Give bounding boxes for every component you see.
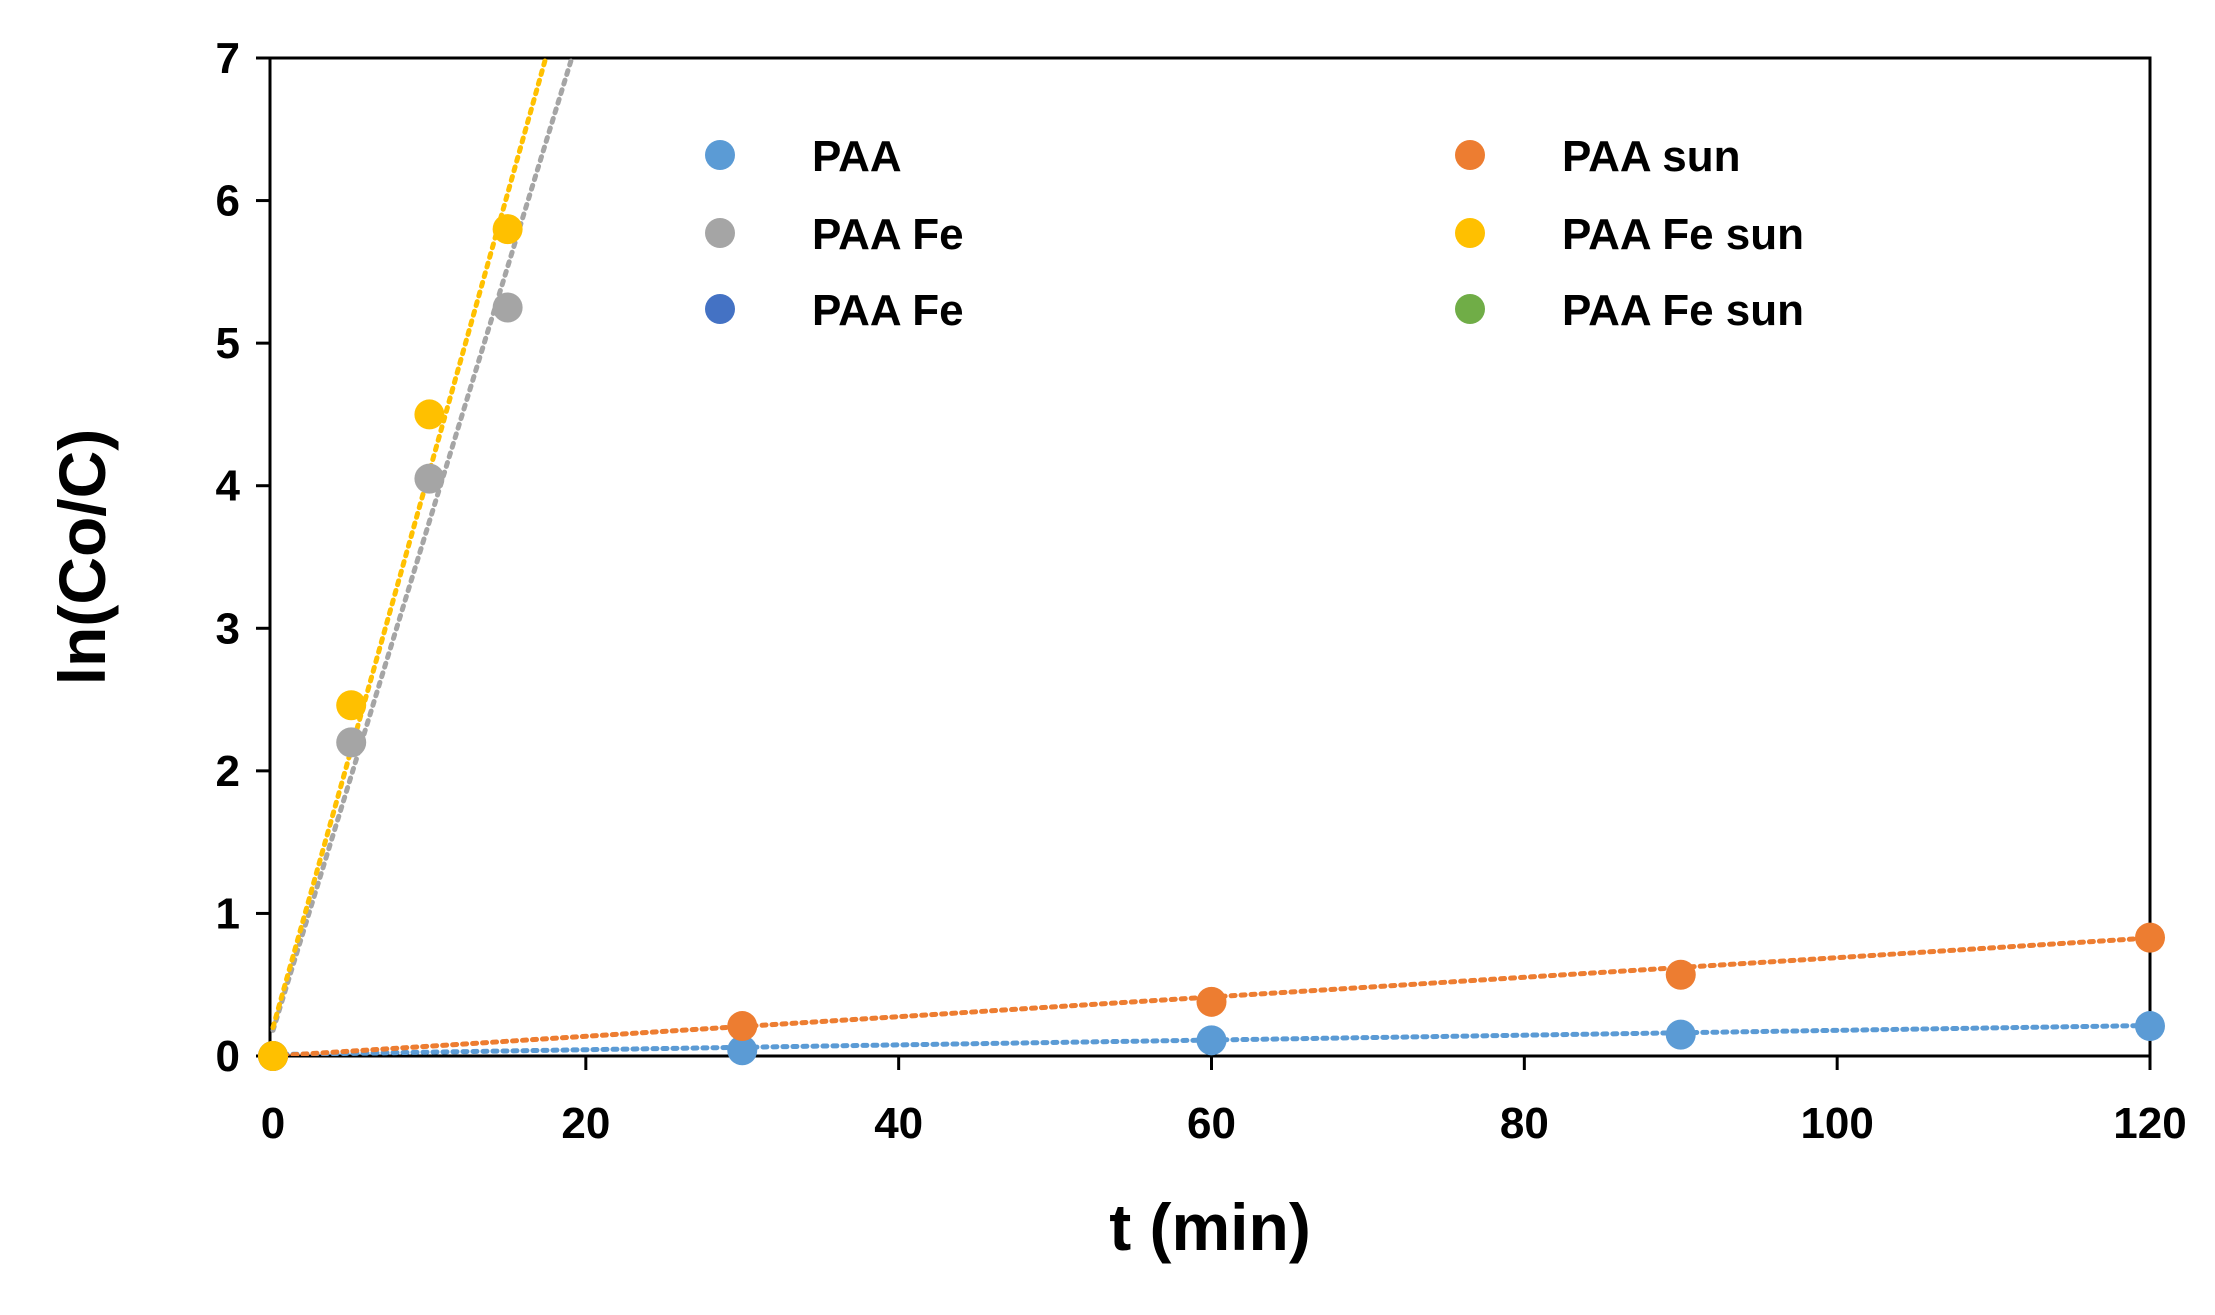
legend: PAA PAA sun PAA Fe PAA Fe sun PAA Fe PAA Fe s… [705, 132, 1804, 335]
data-point-paa [1196, 1025, 1227, 1056]
y-tick-label: 4 [216, 462, 241, 511]
trendline-paa-fe-sun [270, 58, 549, 1030]
data-point-paa [727, 1035, 758, 1066]
x-tick-label: 0 [261, 1099, 285, 1148]
x-tick-label: 40 [874, 1099, 923, 1148]
y-tick-label: 7 [216, 34, 240, 83]
y-tick-label: 1 [216, 889, 240, 938]
data-point-paa [2135, 1011, 2165, 1042]
x-tick-label: 60 [1187, 1099, 1236, 1148]
data-point-paa-fe-sun [414, 399, 445, 430]
data-point-paa-sun [1665, 959, 1696, 990]
data-point-paa-fe-sun [336, 690, 367, 721]
data-point-paa [1665, 1019, 1696, 1050]
legend-marker [705, 218, 735, 248]
legend-label: PAA Fe [812, 286, 964, 335]
data-point-paa-fe-sun [492, 214, 523, 245]
legend-label: PAA sun [1562, 132, 1740, 181]
data-points [258, 214, 2165, 1071]
data-point-paa-sun [2135, 922, 2165, 953]
data-point-paa-fe-sun [258, 1041, 288, 1071]
y-tick-label: 5 [216, 319, 240, 368]
x-tick-label: 100 [1800, 1099, 1873, 1148]
data-point-paa-fe [414, 463, 445, 494]
legend-label: PAA Fe sun [1562, 286, 1804, 335]
x-tick-label: 20 [561, 1099, 610, 1148]
x-tick-label: 80 [1500, 1099, 1549, 1148]
x-tick-label: 120 [2113, 1099, 2186, 1148]
legend-marker [705, 294, 735, 324]
y-tick-label: 3 [216, 604, 240, 653]
legend-marker [1455, 218, 1485, 248]
plot-frame [268, 56, 2152, 1058]
y-axis-title: ln(Co/C) [45, 429, 119, 686]
axis-ticks: 0 1 2 3 4 5 6 7 0 20 40 60 80 100 120 [216, 34, 2187, 1148]
data-point-paa-sun [727, 1011, 758, 1042]
data-point-paa-sun [1196, 986, 1227, 1017]
trendlines [270, 58, 2150, 1056]
data-point-paa-fe [336, 727, 367, 758]
legend-marker [1455, 294, 1485, 324]
data-point-paa-fe [492, 292, 523, 323]
x-axis-title: t (min) [1109, 1190, 1311, 1264]
y-tick-label: 0 [216, 1032, 240, 1081]
legend-marker [705, 140, 735, 170]
legend-marker [1455, 140, 1485, 170]
trendline-paa-fe [270, 58, 575, 1033]
legend-label: PAA Fe [812, 210, 964, 259]
y-tick-label: 2 [216, 747, 240, 796]
y-tick-label: 6 [216, 177, 240, 226]
legend-label: PAA [812, 132, 902, 181]
legend-label: PAA Fe sun [1562, 210, 1804, 259]
